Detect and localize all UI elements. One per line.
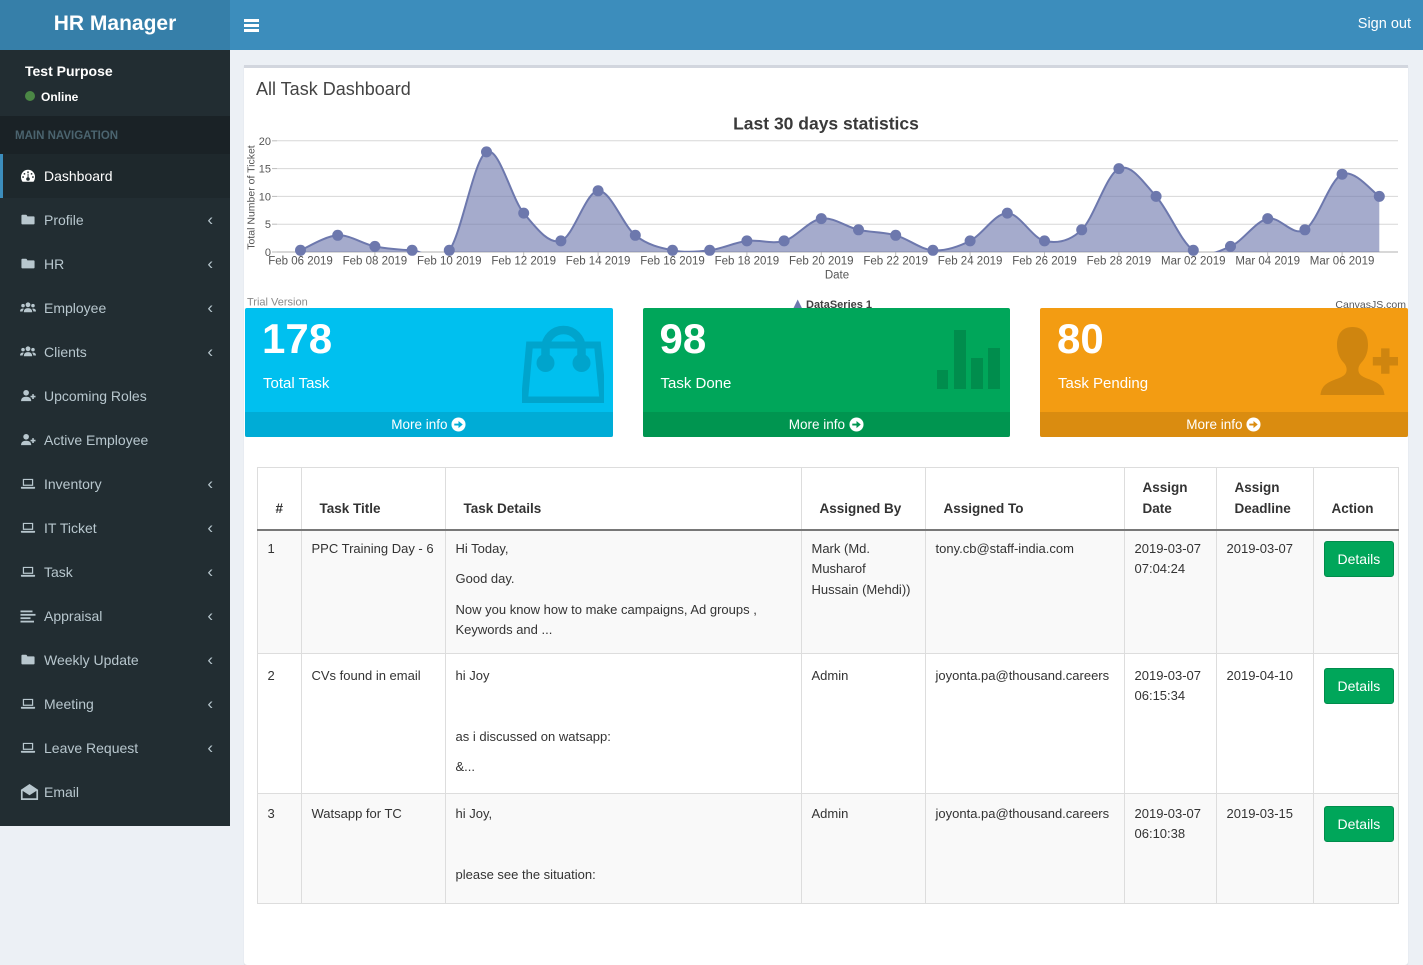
svg-text:Feb 14 2019: Feb 14 2019 <box>566 256 631 268</box>
svg-text:15: 15 <box>259 164 271 176</box>
svg-text:Feb 16 2019: Feb 16 2019 <box>640 256 705 268</box>
svg-text:Feb 22 2019: Feb 22 2019 <box>863 256 928 268</box>
svg-text:0: 0 <box>265 247 271 259</box>
svg-text:Feb 28 2019: Feb 28 2019 <box>1087 256 1152 268</box>
svg-text:Feb 12 2019: Feb 12 2019 <box>491 256 556 268</box>
svg-text:Feb 20 2019: Feb 20 2019 <box>789 256 854 268</box>
svg-text:20: 20 <box>259 136 271 148</box>
svg-text:Mar 04 2019: Mar 04 2019 <box>1235 256 1300 268</box>
svg-text:Feb 26 2019: Feb 26 2019 <box>1012 256 1077 268</box>
svg-text:Feb 10 2019: Feb 10 2019 <box>417 256 482 268</box>
svg-text:10: 10 <box>259 191 271 203</box>
svg-text:Mar 06 2019: Mar 06 2019 <box>1310 256 1375 268</box>
svg-text:Feb 24 2019: Feb 24 2019 <box>938 256 1003 268</box>
svg-text:Last 30 days statistics: Last 30 days statistics <box>733 114 919 134</box>
svg-text:Total Number of Ticket: Total Number of Ticket <box>246 145 258 250</box>
svg-text:Feb 06 2019: Feb 06 2019 <box>268 256 333 268</box>
svg-text:5: 5 <box>265 219 271 231</box>
svg-text:Trial Version: Trial Version <box>247 297 308 309</box>
svg-text:Feb 08 2019: Feb 08 2019 <box>343 256 408 268</box>
svg-text:Mar 02 2019: Mar 02 2019 <box>1161 256 1226 268</box>
svg-text:Date: Date <box>825 270 849 282</box>
svg-text:Feb 18 2019: Feb 18 2019 <box>715 256 780 268</box>
